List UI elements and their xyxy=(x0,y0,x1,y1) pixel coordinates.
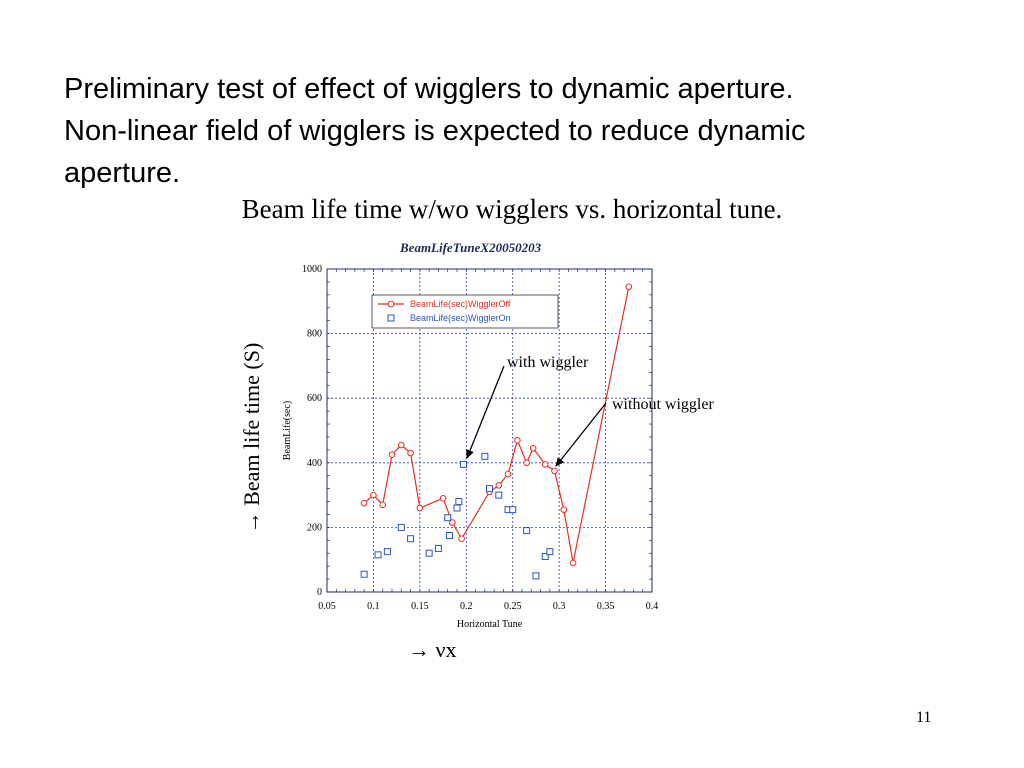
data-point-wiggler-off xyxy=(529,444,537,452)
data-point-wiggler-off xyxy=(407,449,414,457)
annotation-without-wiggler: without wiggler xyxy=(612,396,714,413)
slide-text-line-2: Non-linear field of wigglers is expected… xyxy=(64,115,806,147)
y-tick-label: 1000 xyxy=(302,264,322,275)
data-point-wiggler-off xyxy=(551,467,558,475)
data-point-wiggler-on xyxy=(546,548,554,556)
data-point-wiggler-off xyxy=(439,495,447,502)
data-point-wiggler-on xyxy=(509,506,517,514)
big-x-axis-label: → νx xyxy=(408,637,457,662)
x-tick-label: 0.4 xyxy=(646,601,659,612)
data-point-wiggler-on xyxy=(434,544,442,552)
legend-marker-wiggler-on xyxy=(387,314,395,322)
data-point-wiggler-off xyxy=(370,491,377,499)
data-point-wiggler-off xyxy=(416,504,424,512)
data-point-wiggler-on xyxy=(397,523,405,531)
data-point-wiggler-on xyxy=(425,549,433,557)
data-point-wiggler-off xyxy=(360,499,368,507)
x-tick-label: 0.15 xyxy=(411,601,429,612)
slide-text-line-3: aperture. xyxy=(64,157,181,189)
data-point-wiggler-on xyxy=(532,572,540,580)
big-y-axis-label: → Beam life time (S) xyxy=(239,342,264,534)
data-point-wiggler-on xyxy=(374,551,382,559)
x-tick-label: 0.05 xyxy=(318,601,336,612)
x-tick-label: 0.25 xyxy=(504,601,522,612)
data-point-wiggler-on xyxy=(444,514,452,522)
legend-label-wiggler-off: BeamLife(sec)WigglerOff xyxy=(410,299,511,309)
data-point-wiggler-off xyxy=(523,459,530,467)
data-point-wiggler-on xyxy=(360,570,368,578)
data-point-wiggler-on xyxy=(541,552,549,560)
data-point-wiggler-off xyxy=(560,506,568,513)
x-tick-label: 0.1 xyxy=(367,601,380,612)
x-tick-label: 0.2 xyxy=(460,601,473,612)
data-point-wiggler-off xyxy=(458,535,465,543)
y-tick-label: 200 xyxy=(307,522,322,533)
data-point-wiggler-on xyxy=(455,498,463,506)
legend-box xyxy=(371,294,559,329)
y-tick-label: 600 xyxy=(307,393,322,404)
data-point-wiggler-on xyxy=(446,531,454,539)
data-point-wiggler-on xyxy=(460,460,467,468)
y-tick-label: 800 xyxy=(307,329,322,340)
x-axis-title: Horizontal Tune xyxy=(457,619,523,630)
chart-caption: Beam life time w/wo wigglers vs. horizon… xyxy=(241,194,783,224)
data-point-wiggler-off xyxy=(625,283,633,291)
data-point-wiggler-off xyxy=(514,436,521,444)
chart-title: BeamLifeTuneX20050203 xyxy=(400,240,542,255)
data-point-wiggler-on xyxy=(407,535,415,543)
data-point-wiggler-on xyxy=(486,485,493,493)
data-point-wiggler-off xyxy=(379,501,387,509)
x-tick-label: 0.3 xyxy=(553,601,566,612)
y-tick-label: 400 xyxy=(307,458,322,469)
arrow-with-wiggler xyxy=(466,365,505,459)
legend-marker-wiggler-off xyxy=(387,300,395,308)
data-point-wiggler-off xyxy=(495,482,503,489)
data-point-wiggler-on xyxy=(481,452,489,460)
page-number: 11 xyxy=(916,709,932,726)
data-point-wiggler-off xyxy=(569,559,577,567)
y-tick-label: 0 xyxy=(317,587,322,598)
data-point-wiggler-on xyxy=(453,504,461,512)
legend-label-wiggler-on: BeamLife(sec)WigglerOn xyxy=(410,313,511,323)
data-point-wiggler-off xyxy=(541,461,549,468)
arrow-without-wiggler xyxy=(555,402,607,467)
slide-text-line-1: Preliminary test of effect of wigglers t… xyxy=(64,73,794,105)
data-point-wiggler-off xyxy=(388,451,396,459)
annotation-with-wiggler: with wiggler xyxy=(507,354,589,371)
y-axis-title: BeamLife(sec) xyxy=(282,401,293,460)
data-point-wiggler-off xyxy=(504,470,512,478)
data-point-wiggler-off xyxy=(397,441,405,449)
data-point-wiggler-on xyxy=(523,527,531,535)
data-point-wiggler-on xyxy=(383,548,391,556)
x-tick-label: 0.35 xyxy=(597,601,615,612)
data-point-wiggler-on xyxy=(495,491,503,499)
